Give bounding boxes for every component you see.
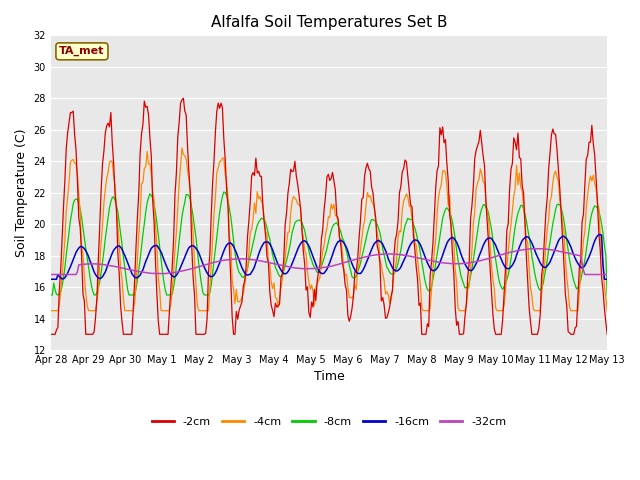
Title: Alfalfa Soil Temperatures Set B: Alfalfa Soil Temperatures Set B [211, 15, 447, 30]
Y-axis label: Soil Temperature (C): Soil Temperature (C) [15, 129, 28, 257]
Text: TA_met: TA_met [60, 46, 104, 57]
Legend: -2cm, -4cm, -8cm, -16cm, -32cm: -2cm, -4cm, -8cm, -16cm, -32cm [147, 412, 511, 431]
X-axis label: Time: Time [314, 371, 344, 384]
